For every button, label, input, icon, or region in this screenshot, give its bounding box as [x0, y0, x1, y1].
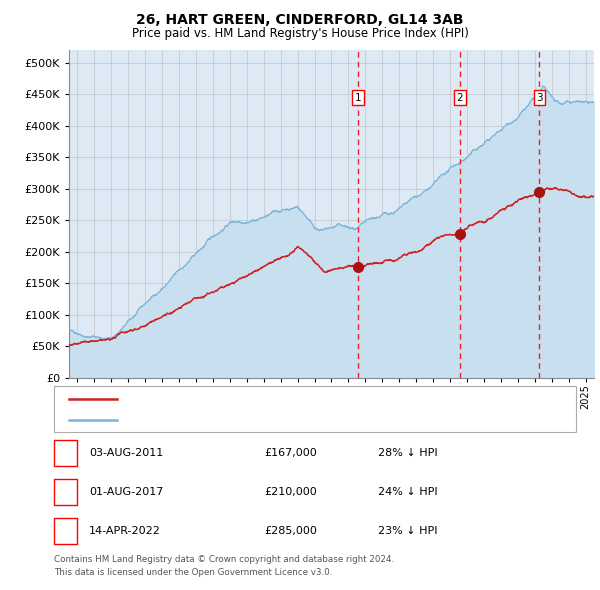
Text: 3: 3 — [536, 93, 543, 103]
Text: 26, HART GREEN, CINDERFORD, GL14 3AB (detached house): 26, HART GREEN, CINDERFORD, GL14 3AB (de… — [124, 394, 455, 404]
Text: 14-APR-2022: 14-APR-2022 — [89, 526, 161, 536]
Text: This data is licensed under the Open Government Licence v3.0.: This data is licensed under the Open Gov… — [54, 568, 332, 576]
Text: 1: 1 — [355, 93, 362, 103]
Text: 2: 2 — [457, 93, 463, 103]
Text: 1: 1 — [62, 448, 69, 458]
Text: 28% ↓ HPI: 28% ↓ HPI — [378, 448, 437, 458]
Text: HPI: Average price, detached house, Forest of Dean: HPI: Average price, detached house, Fore… — [124, 415, 406, 425]
Text: Price paid vs. HM Land Registry's House Price Index (HPI): Price paid vs. HM Land Registry's House … — [131, 27, 469, 40]
Text: 23% ↓ HPI: 23% ↓ HPI — [378, 526, 437, 536]
Text: Contains HM Land Registry data © Crown copyright and database right 2024.: Contains HM Land Registry data © Crown c… — [54, 555, 394, 563]
Text: 03-AUG-2011: 03-AUG-2011 — [89, 448, 163, 458]
Text: £285,000: £285,000 — [264, 526, 317, 536]
Text: £167,000: £167,000 — [264, 448, 317, 458]
Text: 2: 2 — [62, 487, 69, 497]
Text: 3: 3 — [62, 526, 69, 536]
Text: £210,000: £210,000 — [264, 487, 317, 497]
Text: 24% ↓ HPI: 24% ↓ HPI — [378, 487, 437, 497]
Text: 26, HART GREEN, CINDERFORD, GL14 3AB: 26, HART GREEN, CINDERFORD, GL14 3AB — [136, 13, 464, 27]
Text: 01-AUG-2017: 01-AUG-2017 — [89, 487, 163, 497]
